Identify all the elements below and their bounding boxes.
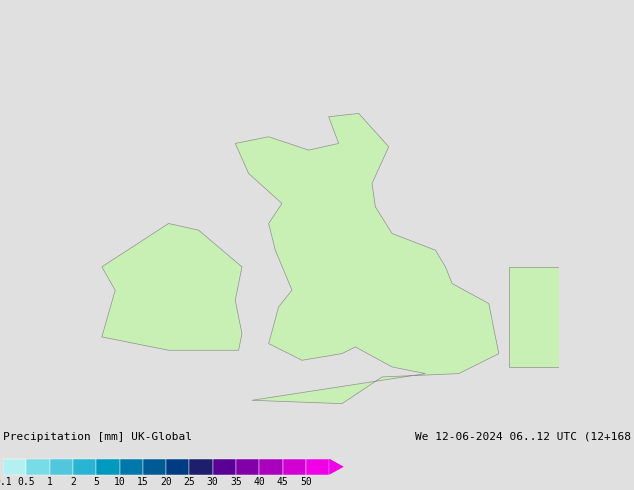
Polygon shape	[102, 223, 242, 350]
Bar	[259, 459, 283, 475]
Polygon shape	[235, 113, 499, 404]
Bar	[96, 459, 120, 475]
Text: 25: 25	[184, 477, 195, 487]
Bar	[143, 459, 166, 475]
Text: 0.1: 0.1	[0, 477, 12, 487]
Text: We 12-06-2024 06..12 UTC (12+168: We 12-06-2024 06..12 UTC (12+168	[415, 432, 631, 442]
Text: 10: 10	[113, 477, 126, 487]
Text: 35: 35	[230, 477, 242, 487]
Text: 5: 5	[93, 477, 100, 487]
Polygon shape	[509, 267, 559, 367]
Bar	[27, 459, 49, 475]
Text: 30: 30	[207, 477, 219, 487]
Bar	[236, 459, 259, 475]
Bar	[49, 459, 73, 475]
Text: 45: 45	[276, 477, 288, 487]
Bar	[3, 459, 27, 475]
Text: 40: 40	[254, 477, 265, 487]
Bar	[120, 459, 143, 475]
Text: 2: 2	[70, 477, 76, 487]
Text: 20: 20	[160, 477, 172, 487]
Bar	[283, 459, 306, 475]
Text: 15: 15	[137, 477, 149, 487]
Bar	[213, 459, 236, 475]
Polygon shape	[329, 459, 344, 475]
Bar	[73, 459, 96, 475]
Bar	[166, 459, 190, 475]
Text: Precipitation [mm] UK-Global: Precipitation [mm] UK-Global	[3, 432, 192, 442]
Bar	[306, 459, 329, 475]
Bar	[190, 459, 213, 475]
Text: 0.5: 0.5	[18, 477, 36, 487]
Text: 1: 1	[47, 477, 53, 487]
Text: 50: 50	[300, 477, 312, 487]
